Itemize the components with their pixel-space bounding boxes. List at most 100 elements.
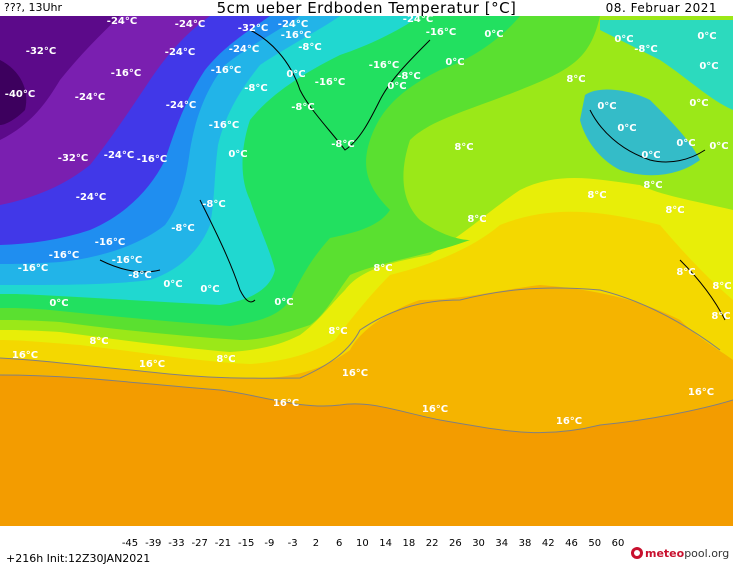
isotherm-label: -8°C [634,44,657,55]
cold-patch-northeast [600,20,733,110]
isotherm-label: 8°C [643,180,662,191]
isotherm-label: 0°C [484,29,503,40]
coastlines [99,29,726,321]
isotherm-label: -24°C [403,16,433,25]
legend-tick-label: -33 [168,538,185,549]
isotherm-label: 8°C [587,190,606,201]
isotherm-label: -16°C [211,65,241,76]
legend-tick-label: -21 [214,538,232,549]
isotherm-label: 8°C [566,74,585,85]
isotherm-label: 8°C [216,354,235,365]
legend-tick-label: 22 [425,538,439,549]
isotherm-label: -32°C [58,153,88,164]
isotherm-label: -16°C [281,30,311,41]
temperature-map: -24°C -24°C -24°C -24°C-32°C-16°C -16°C 0°C 0°… [0,16,733,526]
map-title: 5cm ueber Erdboden Temperatur [°C] [216,0,517,17]
legend-tick-label: 14 [379,538,392,549]
isotherm-label: 0°C [699,61,718,72]
legend-tick-label: 34 [495,538,509,549]
isotherm-label: -16°C [426,27,456,38]
legend-tick-label: 6 [335,538,343,549]
isotherm-label: 0°C [445,57,464,68]
legend-tick-label: 2 [312,538,320,549]
isotherm-label: 16°C [12,350,38,361]
isotherm-label: -8°C [171,223,194,234]
isotherm-label: -16°C [315,77,345,88]
run-info: ???, 13Uhr [4,1,63,14]
isotherm-label: 8°C [676,267,695,278]
isotherm-label: 0°C [274,297,293,308]
isotherm-label: -24°C [278,19,308,30]
isotherm-label: 0°C [617,123,636,134]
isotherm-label: 8°C [328,326,347,337]
isotherm-label: -16°C [95,237,125,248]
isotherm-label: -16°C [111,68,141,79]
isotherm-label: 0°C [614,34,633,45]
isotherm-label: -8°C [397,71,420,82]
meteopool-logo-icon [631,547,643,559]
legend-tick-label: -45 [121,538,139,549]
isotherm-lines [0,287,733,434]
legend-tick-label: 26 [448,538,462,549]
isotherm-label: -8°C [298,42,321,53]
isotherm-label: 0°C [200,284,219,295]
isotherm-label: 0°C [228,149,247,160]
isotherm-label: 8°C [467,214,486,225]
isotherm-label: -8°C [128,270,151,281]
legend-tick-label: 60 [611,538,625,549]
isotherm-label: -8°C [291,102,314,113]
isotherm-label: 16°C [342,368,368,379]
isotherm-label: -24°C [107,16,137,27]
forecast-run: +216h Init:12Z30JAN2021 [6,552,151,565]
isotherm-label: 0°C [49,298,68,309]
isotherm-label: 8°C [712,281,731,292]
isotherm-label: 0°C [689,98,708,109]
isotherm-label: 0°C [286,69,305,80]
isotherm-label: -32°C [26,46,56,57]
isotherm-label: 16°C [422,404,448,415]
isotherm-label: 16°C [556,416,582,427]
isotherm-label: 8°C [711,311,730,322]
legend-tick-label: -27 [191,538,208,549]
isotherm-label: -16°C [209,120,239,131]
isotherm-label: 0°C [676,138,695,149]
isotherm-label: 16°C [688,387,714,398]
legend-tick-label: -39 [145,538,162,549]
isotherm-label: 0°C [387,81,406,92]
isotherm-label: -16°C [49,250,79,261]
isotherm-label: -16°C [137,154,167,165]
isotherm-label: -40°C [5,89,35,100]
legend-tick-label: 42 [541,538,555,549]
temp-band-minus39 [0,16,120,140]
legend-tick-label: 10 [356,538,369,549]
isotherm-label: 8°C [373,263,392,274]
isotherm-label: -24°C [175,19,205,30]
isotherm-label: -24°C [165,47,195,58]
isotherm-label: 16°C [139,359,165,370]
legend-tick-label: -9 [264,538,275,549]
isotherm-label: -8°C [331,139,354,150]
legend-tick-label: -15 [238,538,255,549]
brand-logo: meteopool.org [631,547,729,560]
isotherm-label: 0°C [597,101,616,112]
isotherm-label: -16°C [18,263,48,274]
legend-tick-label: 38 [518,538,532,549]
legend-tick-label: 50 [588,538,602,549]
isotherm-label: 8°C [454,142,473,153]
isotherm-label: -24°C [75,92,105,103]
isotherm-label: 0°C [641,150,660,161]
isotherm-label: 8°C [665,205,684,216]
isotherm-label: -24°C [104,150,134,161]
isotherm-label: -8°C [244,83,267,94]
isotherm-label: -24°C [166,100,196,111]
valid-date: 08. Februar 2021 [605,1,717,15]
legend-tick-label: 46 [565,538,578,549]
temp-band-minus45 [0,60,27,125]
legend-tick-label: 18 [402,538,416,549]
isotherm-label: -32°C [238,23,268,34]
isotherm-label: -24°C [76,192,106,203]
isotherm-label: 0°C [697,31,716,42]
isotherm-label: -8°C [202,199,225,210]
isotherm-label: 0°C [709,141,728,152]
isotherm-label: 0°C [163,279,182,290]
